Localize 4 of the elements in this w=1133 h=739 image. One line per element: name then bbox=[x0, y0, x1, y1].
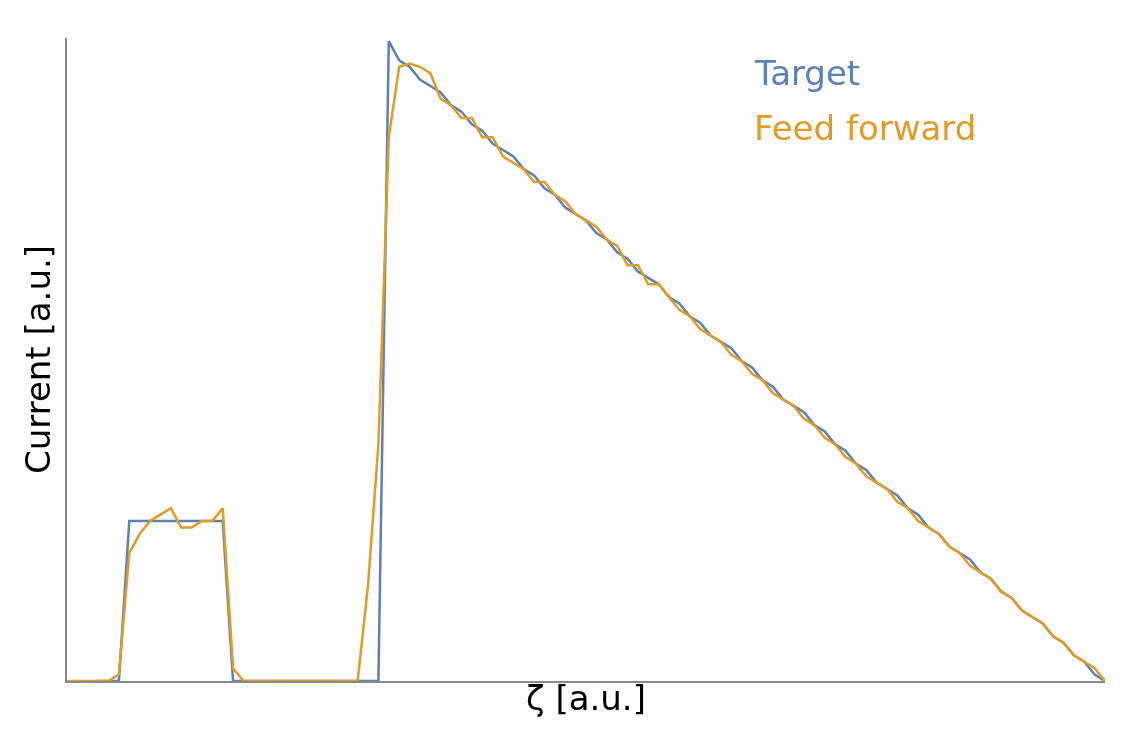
y-axis-title: Current [a.u.] bbox=[18, 244, 59, 475]
text: Feed forward bbox=[754, 108, 977, 148]
x-axis-title: ζ [a.u.] bbox=[526, 678, 646, 719]
text: Target bbox=[754, 53, 861, 93]
